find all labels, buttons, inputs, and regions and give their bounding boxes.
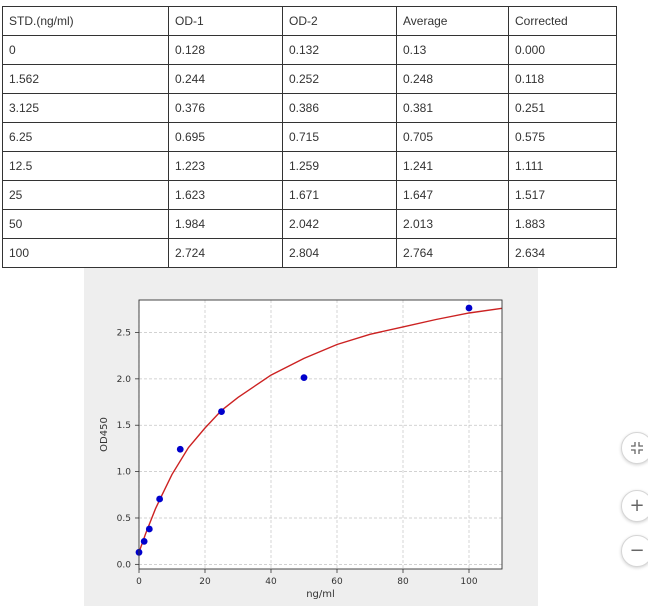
table-row: 50 1.984 2.042 2.013 1.883 [2,209,617,239]
table-cell: 2.013 [396,209,509,239]
table-cell: 0.251 [508,93,617,123]
table-cell: 0.705 [396,122,509,152]
table-cell: 0.381 [396,93,509,123]
data-point [140,537,148,545]
expand-button[interactable] [621,432,648,464]
zoom-in-button[interactable]: + [621,490,648,522]
data-point [156,495,164,503]
chart-svg: 0 20 40 60 80 100 0.0 0.5 1.0 1.5 2.0 2.5 ng/ml OD450 [99,299,503,600]
y-tick-label: 2.5 [117,328,131,338]
table-cell: 0.244 [168,64,283,94]
table-cell: 0.248 [396,64,509,94]
table-cell: 0.132 [282,35,397,65]
table-cell: 1.562 [2,64,169,94]
table-cell: 1.647 [396,180,509,210]
table-header-row: STD.(ng/ml) OD-1 OD-2 Average Corrected [2,6,617,36]
y-tick-label: 1.5 [117,421,131,431]
table-cell: 2.724 [168,238,283,268]
table-row: 1.562 0.244 0.252 0.248 0.118 [2,64,617,94]
table-cell: 2.764 [396,238,509,268]
table-cell: 1.111 [508,151,617,181]
table-cell: 0.13 [396,35,509,65]
table-cell: 0 [2,35,169,65]
data-point [176,445,184,453]
table-cell: 0.386 [282,93,397,123]
table-body: STD.(ng/ml) OD-1 OD-2 Average Corrected 0 0.12… [2,6,617,268]
x-tick-label: 20 [199,577,211,587]
table-cell: 25 [2,180,169,210]
table-row: 25 1.623 1.671 1.647 1.517 [2,180,617,210]
column-header: Corrected [508,6,617,36]
minus-icon: − [629,540,645,561]
table-cell: 0.128 [168,35,283,65]
column-header: OD-2 [282,6,397,36]
standard-curve-table: STD.(ng/ml) OD-1 OD-2 Average Corrected 0 0.12… [2,6,617,268]
table-cell: 2.804 [282,238,397,268]
table-cell: 1.671 [282,180,397,210]
table-cell: 6.25 [2,122,169,152]
table-cell: 1.984 [168,209,283,239]
table-row: 100 2.724 2.804 2.764 2.634 [2,238,617,268]
column-header: Average [396,6,509,36]
column-header: STD.(ng/ml) [2,6,169,36]
table-cell: 0.376 [168,93,283,123]
table-cell: 1.517 [508,180,617,210]
table-cell: 2.634 [508,238,617,268]
table-cell: 0.575 [508,122,617,152]
x-tick-label: 80 [397,577,409,587]
y-tick-label: 0.5 [117,514,131,524]
plus-icon: + [629,495,645,516]
table-cell: 0.695 [168,122,283,152]
standard-curve-chart: 0 20 40 60 80 100 0.0 0.5 1.0 1.5 2.0 2.5 ng/ml OD450 [84,268,538,606]
table-cell: 0.715 [282,122,397,152]
data-point [465,304,473,312]
x-axis-title: ng/ml [306,589,335,600]
data-point [145,525,153,533]
x-tick-label: 40 [265,577,277,587]
table-cell: 100 [2,238,169,268]
table-cell: 0.252 [282,64,397,94]
y-tick-label: 0.0 [117,560,132,570]
table-cell: 1.883 [508,209,617,239]
table-cell: 1.241 [396,151,509,181]
y-tick-label: 1.0 [117,468,132,478]
y-tick-label: 2.0 [117,375,132,385]
table-row: 12.5 1.223 1.259 1.241 1.111 [2,151,617,181]
table-cell: 1.259 [282,151,397,181]
y-axis-title: OD450 [99,417,110,452]
x-tick-label: 0 [136,577,142,587]
x-tick-label: 60 [331,577,343,587]
table-row: 3.125 0.376 0.386 0.381 0.251 [2,93,617,123]
plot-area [139,300,502,569]
table-cell: 2.042 [282,209,397,239]
table-cell: 3.125 [2,93,169,123]
table-cell: 0.118 [508,64,617,94]
table-row: 6.25 0.695 0.715 0.705 0.575 [2,122,617,152]
zoom-out-button[interactable]: − [621,535,648,567]
collapse-arrows-icon [631,442,643,454]
table-cell: 1.623 [168,180,283,210]
table-cell: 12.5 [2,151,169,181]
table-cell: 0.000 [508,35,617,65]
column-header: OD-1 [168,6,283,36]
x-tick-label: 100 [460,577,477,587]
plot-frame [138,299,503,570]
table-row: 0 0.128 0.132 0.13 0.000 [2,35,617,65]
table-cell: 50 [2,209,169,239]
data-point [300,374,308,382]
data-point [218,408,225,415]
table-cell: 1.223 [168,151,283,181]
